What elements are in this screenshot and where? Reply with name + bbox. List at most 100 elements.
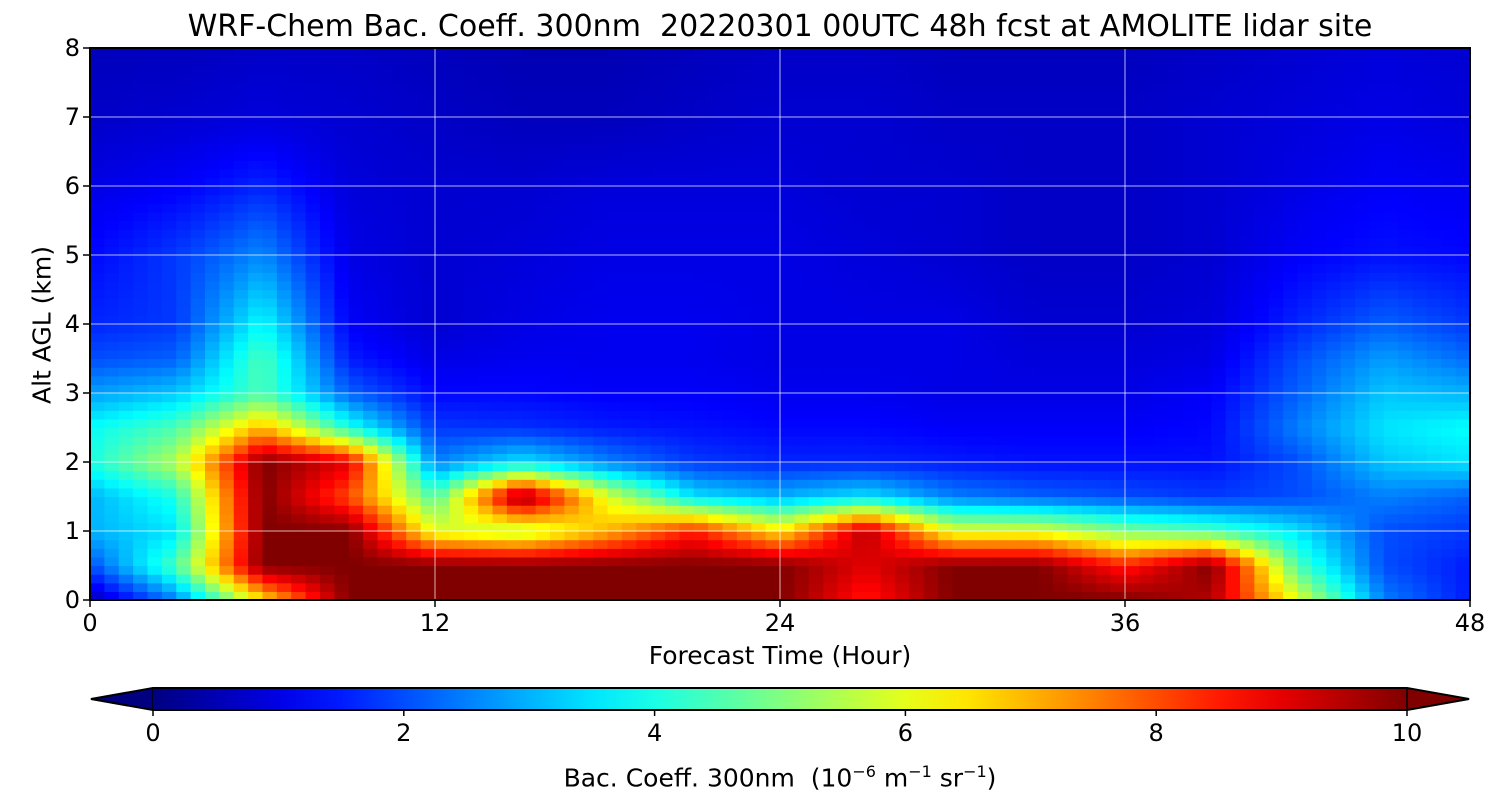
- heatmap-cell: [1168, 505, 1184, 515]
- heatmap-cell: [981, 211, 997, 222]
- heatmap-cell: [1355, 186, 1370, 196]
- heatmap-cell: [880, 177, 896, 187]
- heatmap-cell: [1225, 410, 1241, 420]
- heatmap-cell: [923, 289, 939, 299]
- heatmap-cell: [808, 280, 824, 291]
- heatmap-cell: [291, 306, 307, 316]
- heatmap-cell: [90, 427, 105, 437]
- heatmap-cell: [952, 462, 968, 472]
- heatmap-cell: [320, 151, 335, 161]
- heatmap-cell: [1024, 229, 1040, 239]
- heatmap-cell: [837, 229, 853, 239]
- heatmap-cell: [1398, 341, 1414, 351]
- heatmap-cell: [1139, 487, 1155, 498]
- heatmap-cell: [1153, 306, 1169, 316]
- heatmap-cell: [1326, 272, 1342, 282]
- heatmap-cell: [1398, 582, 1414, 592]
- heatmap-cell: [104, 470, 120, 480]
- heatmap-cell: [736, 427, 752, 437]
- heatmap-cell: [1283, 203, 1299, 213]
- heatmap-cell: [1441, 203, 1457, 213]
- heatmap-cell: [823, 384, 839, 394]
- heatmap-cell: [1110, 315, 1126, 325]
- heatmap-cell: [722, 151, 738, 161]
- heatmap-cell: [535, 401, 551, 411]
- heatmap-cell: [506, 358, 522, 368]
- heatmap-cell: [219, 298, 235, 308]
- heatmap-cell: [665, 349, 680, 360]
- heatmap-cell: [909, 513, 925, 523]
- heatmap-cell: [794, 324, 810, 334]
- heatmap-cell: [1153, 315, 1169, 325]
- heatmap-cell: [794, 384, 810, 394]
- heatmap-cell: [1168, 160, 1184, 170]
- heatmap-cell: [262, 315, 278, 325]
- heatmap-cell: [449, 418, 465, 429]
- heatmap-cell: [621, 401, 637, 411]
- heatmap-cell: [506, 246, 522, 256]
- heatmap-cell: [449, 160, 465, 170]
- heatmap-cell: [578, 358, 594, 368]
- heatmap-cell: [1125, 280, 1140, 291]
- heatmap-cell: [478, 367, 494, 377]
- heatmap-cell: [780, 591, 795, 601]
- heatmap-cell: [851, 203, 867, 213]
- heatmap-cell: [866, 160, 882, 170]
- heatmap-cell: [320, 332, 335, 342]
- heatmap-cell: [492, 229, 508, 239]
- heatmap-cell: [621, 548, 637, 558]
- heatmap-cell: [90, 462, 105, 472]
- heatmap-cell: [708, 375, 724, 385]
- heatmap-cell: [478, 168, 494, 178]
- heatmap-cell: [320, 289, 335, 299]
- heatmap-cell: [449, 367, 465, 377]
- heatmap-cell: [1139, 237, 1155, 247]
- heatmap-cell: [1225, 470, 1241, 480]
- heatmap-cell: [435, 582, 450, 592]
- heatmap-cell: [621, 203, 637, 213]
- heatmap-cell: [1225, 203, 1241, 213]
- heatmap-cell: [1455, 280, 1471, 291]
- heatmap-cell: [593, 298, 609, 308]
- heatmap-cell: [305, 470, 321, 480]
- heatmap-cell: [1426, 522, 1442, 532]
- heatmap-cell: [765, 401, 781, 411]
- heatmap-cell: [1010, 203, 1025, 213]
- heatmap-cell: [923, 177, 939, 187]
- heatmap-cell: [1211, 263, 1227, 273]
- heatmap-cell: [305, 272, 321, 282]
- heatmap-cell: [1426, 418, 1442, 429]
- heatmap-cell: [291, 375, 307, 385]
- heatmap-cell: [593, 522, 609, 532]
- heatmap-cell: [1455, 393, 1471, 403]
- heatmap-cell: [938, 479, 954, 489]
- heatmap-cell: [837, 539, 853, 549]
- heatmap-cell: [248, 349, 264, 360]
- heatmap-cell: [363, 531, 379, 541]
- heatmap-cell: [708, 522, 724, 532]
- heatmap-cell: [1355, 591, 1370, 601]
- heatmap-cell: [952, 427, 968, 437]
- heatmap-cell: [1412, 453, 1428, 463]
- heatmap-cell: [1168, 591, 1184, 601]
- heatmap-cell: [736, 315, 752, 325]
- heatmap-cell: [1455, 306, 1471, 316]
- heatmap-cell: [1240, 177, 1255, 187]
- heatmap-cell: [665, 496, 680, 506]
- heatmap-cell: [190, 324, 206, 334]
- heatmap-cell: [895, 384, 910, 394]
- heatmap-cell: [981, 168, 997, 178]
- heatmap-cell: [966, 272, 982, 282]
- heatmap-cell: [895, 418, 910, 429]
- heatmap-cell: [1081, 332, 1097, 342]
- heatmap-cell: [909, 470, 925, 480]
- heatmap-cell: [708, 306, 724, 316]
- heatmap-cell: [291, 427, 307, 437]
- heatmap-cell: [1081, 177, 1097, 187]
- heatmap-cell: [550, 539, 565, 549]
- heatmap-cell: [104, 539, 120, 549]
- heatmap-cell: [205, 539, 220, 549]
- heatmap-cell: [607, 375, 623, 385]
- heatmap-cell: [1383, 255, 1399, 265]
- heatmap-cell: [305, 332, 321, 342]
